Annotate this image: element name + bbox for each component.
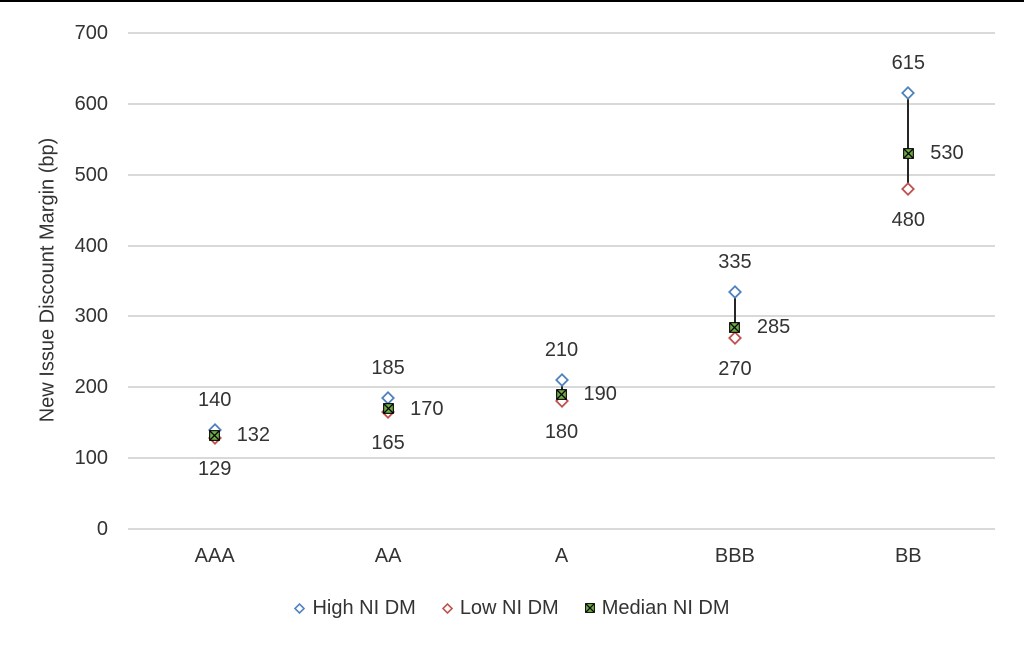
y-axis-tick-label: 400 <box>74 234 108 257</box>
legend: High NI DM Low NI DM Median NI DM <box>0 595 1024 621</box>
legend-item-median-ni-dm: Median NI DM <box>584 595 730 621</box>
marker-high-ni-dm <box>554 373 569 388</box>
hilo-line <box>733 291 736 338</box>
data-label-median-ni-dm: 132 <box>236 424 271 447</box>
marker-median-ni-dm <box>556 388 567 400</box>
x-category-label: AAA <box>194 545 235 567</box>
data-label-median-ni-dm: 170 <box>410 397 444 420</box>
data-label-high-ni-dm: 140 <box>198 388 232 411</box>
data-label-median-ni-dm: 190 <box>583 383 617 406</box>
marker-median-ni-dm <box>902 148 914 159</box>
y-axis-tick-label: 0 <box>96 518 108 540</box>
gridline <box>128 173 995 176</box>
data-label-high-ni-dm: 210 <box>544 339 579 362</box>
marker-median-ni-dm <box>209 430 221 441</box>
legend-label: Median NI DM <box>601 597 730 619</box>
marker-high-ni-dm <box>901 86 916 101</box>
data-label-low-ni-dm: 165 <box>371 432 405 455</box>
legend-label: High NI DM <box>312 597 416 619</box>
legend-item-low-ni-dm: Low NI DM <box>441 595 559 621</box>
data-label-low-ni-dm: 480 <box>891 208 925 231</box>
gridline <box>128 32 995 34</box>
x-category-label: AA <box>374 545 402 567</box>
x-category-label: BB <box>894 545 922 567</box>
gridline <box>128 528 995 530</box>
marker-low-ni-dm <box>901 181 916 196</box>
data-label-low-ni-dm: 180 <box>544 421 579 444</box>
gridline <box>128 244 995 247</box>
top-border-rule <box>0 0 1024 2</box>
marker-high-ni-dm <box>727 284 742 299</box>
marker-median-ni-dm <box>382 403 394 414</box>
data-label-high-ni-dm: 185 <box>371 356 405 379</box>
data-label-median-ni-dm: 530 <box>930 142 964 165</box>
y-axis-tick-label: 200 <box>74 376 108 399</box>
data-label-high-ni-dm: 615 <box>891 52 925 75</box>
data-label-low-ni-dm: 129 <box>198 457 232 480</box>
diamond-marker-icon <box>294 602 306 614</box>
gridline <box>128 457 995 460</box>
x-category-label: A <box>554 545 569 567</box>
gridline <box>128 102 995 105</box>
diamond-marker-icon <box>441 602 453 614</box>
data-label-median-ni-dm: 285 <box>756 316 791 339</box>
y-axis-tick-label: 700 <box>74 22 108 44</box>
y-axis-tick-label: 600 <box>74 92 108 115</box>
data-label-low-ni-dm: 270 <box>718 357 752 380</box>
x-category-label: BBB <box>714 545 755 567</box>
y-axis-tick-label: 300 <box>74 305 108 328</box>
data-label-high-ni-dm: 335 <box>718 250 752 273</box>
gridline <box>128 315 995 318</box>
y-axis-tick-label: 100 <box>74 447 108 470</box>
square-x-marker-icon <box>584 603 595 613</box>
hilo-line <box>907 93 910 189</box>
legend-label: Low NI DM <box>459 597 559 619</box>
y-axis-tick-label: 500 <box>74 163 108 186</box>
legend-item-high-ni-dm: High NI DM <box>294 595 416 621</box>
marker-low-ni-dm <box>727 330 742 345</box>
marker-median-ni-dm <box>729 321 741 333</box>
